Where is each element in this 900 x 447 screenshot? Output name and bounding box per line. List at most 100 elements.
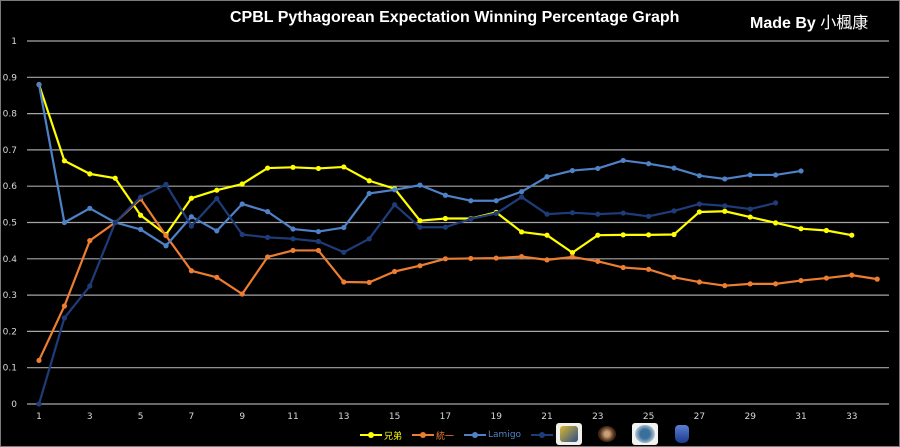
data-point[interactable]: [239, 201, 245, 207]
data-point[interactable]: [646, 213, 652, 219]
data-point[interactable]: [138, 212, 144, 218]
data-point[interactable]: [569, 254, 576, 260]
data-point[interactable]: [366, 279, 372, 285]
data-point[interactable]: [798, 168, 804, 174]
data-point[interactable]: [849, 272, 855, 278]
data-point[interactable]: [366, 236, 372, 242]
data-point[interactable]: [620, 210, 626, 216]
data-point[interactable]: [188, 223, 194, 229]
data-point[interactable]: [36, 401, 42, 407]
data-point[interactable]: [773, 220, 779, 226]
data-point[interactable]: [747, 172, 753, 178]
data-point[interactable]: [366, 178, 372, 184]
data-point[interactable]: [519, 254, 525, 260]
data-point[interactable]: [468, 216, 474, 222]
data-point[interactable]: [544, 232, 550, 238]
data-point[interactable]: [315, 247, 321, 254]
data-point[interactable]: [315, 165, 321, 172]
data-point[interactable]: [392, 268, 398, 275]
data-point[interactable]: [188, 214, 194, 220]
data-point[interactable]: [519, 189, 525, 195]
data-point[interactable]: [341, 224, 347, 231]
data-point[interactable]: [468, 255, 474, 262]
data-point[interactable]: [620, 264, 626, 271]
data-point[interactable]: [468, 198, 474, 204]
data-point[interactable]: [773, 281, 779, 287]
data-point[interactable]: [747, 281, 753, 287]
data-point[interactable]: [214, 274, 220, 280]
data-point[interactable]: [544, 257, 550, 263]
data-point[interactable]: [671, 165, 677, 171]
data-point[interactable]: [290, 164, 296, 170]
data-point[interactable]: [163, 232, 169, 239]
data-point[interactable]: [138, 226, 144, 232]
data-point[interactable]: [138, 194, 144, 200]
data-point[interactable]: [341, 279, 347, 285]
data-point[interactable]: [239, 291, 245, 297]
data-point[interactable]: [188, 195, 194, 201]
legend-item[interactable]: 兄弟: [360, 429, 402, 442]
data-point[interactable]: [671, 231, 677, 238]
data-point[interactable]: [773, 200, 779, 206]
data-point[interactable]: [61, 315, 67, 321]
data-point[interactable]: [341, 164, 347, 170]
data-point[interactable]: [417, 182, 423, 188]
data-point[interactable]: [87, 238, 93, 244]
data-point[interactable]: [519, 194, 525, 200]
legend-item[interactable]: Lamigo: [464, 430, 521, 440]
data-point[interactable]: [798, 226, 804, 232]
data-point[interactable]: [36, 357, 42, 364]
data-point[interactable]: [849, 232, 855, 238]
data-point[interactable]: [747, 206, 753, 212]
data-point[interactable]: [646, 161, 652, 167]
data-point[interactable]: [214, 187, 220, 193]
data-point[interactable]: [290, 236, 296, 242]
data-point[interactable]: [646, 266, 652, 272]
data-point[interactable]: [392, 202, 398, 208]
data-point[interactable]: [595, 165, 601, 172]
data-point[interactable]: [671, 274, 677, 280]
data-point[interactable]: [696, 209, 703, 215]
data-point[interactable]: [798, 277, 804, 284]
data-point[interactable]: [265, 254, 271, 260]
data-point[interactable]: [417, 263, 423, 269]
data-point[interactable]: [36, 81, 42, 88]
data-point[interactable]: [392, 187, 398, 193]
data-point[interactable]: [569, 167, 576, 174]
data-point[interactable]: [417, 218, 423, 224]
data-point[interactable]: [595, 258, 601, 264]
data-point[interactable]: [442, 224, 448, 230]
data-point[interactable]: [239, 181, 245, 187]
data-point[interactable]: [214, 228, 220, 234]
data-point[interactable]: [366, 190, 372, 197]
data-point[interactable]: [646, 232, 652, 238]
data-point[interactable]: [239, 231, 245, 238]
data-point[interactable]: [595, 211, 601, 217]
data-point[interactable]: [163, 181, 169, 187]
data-point[interactable]: [493, 255, 499, 261]
data-point[interactable]: [188, 268, 194, 274]
data-point[interactable]: [569, 250, 576, 256]
data-point[interactable]: [87, 283, 93, 289]
data-point[interactable]: [61, 219, 67, 226]
data-point[interactable]: [112, 219, 118, 226]
data-point[interactable]: [874, 276, 880, 282]
data-point[interactable]: [493, 210, 499, 217]
data-point[interactable]: [544, 174, 550, 180]
data-point[interactable]: [696, 279, 703, 285]
data-point[interactable]: [569, 210, 576, 216]
data-point[interactable]: [442, 215, 448, 222]
data-point[interactable]: [112, 175, 118, 181]
data-point[interactable]: [87, 205, 93, 211]
data-point[interactable]: [214, 195, 220, 202]
data-point[interactable]: [290, 226, 296, 232]
data-point[interactable]: [265, 234, 271, 240]
data-point[interactable]: [442, 256, 448, 262]
data-point[interactable]: [823, 227, 830, 234]
data-point[interactable]: [722, 176, 728, 182]
data-point[interactable]: [493, 198, 499, 204]
data-point[interactable]: [61, 158, 67, 164]
data-point[interactable]: [696, 173, 703, 179]
data-point[interactable]: [722, 283, 728, 289]
data-point[interactable]: [671, 208, 677, 214]
